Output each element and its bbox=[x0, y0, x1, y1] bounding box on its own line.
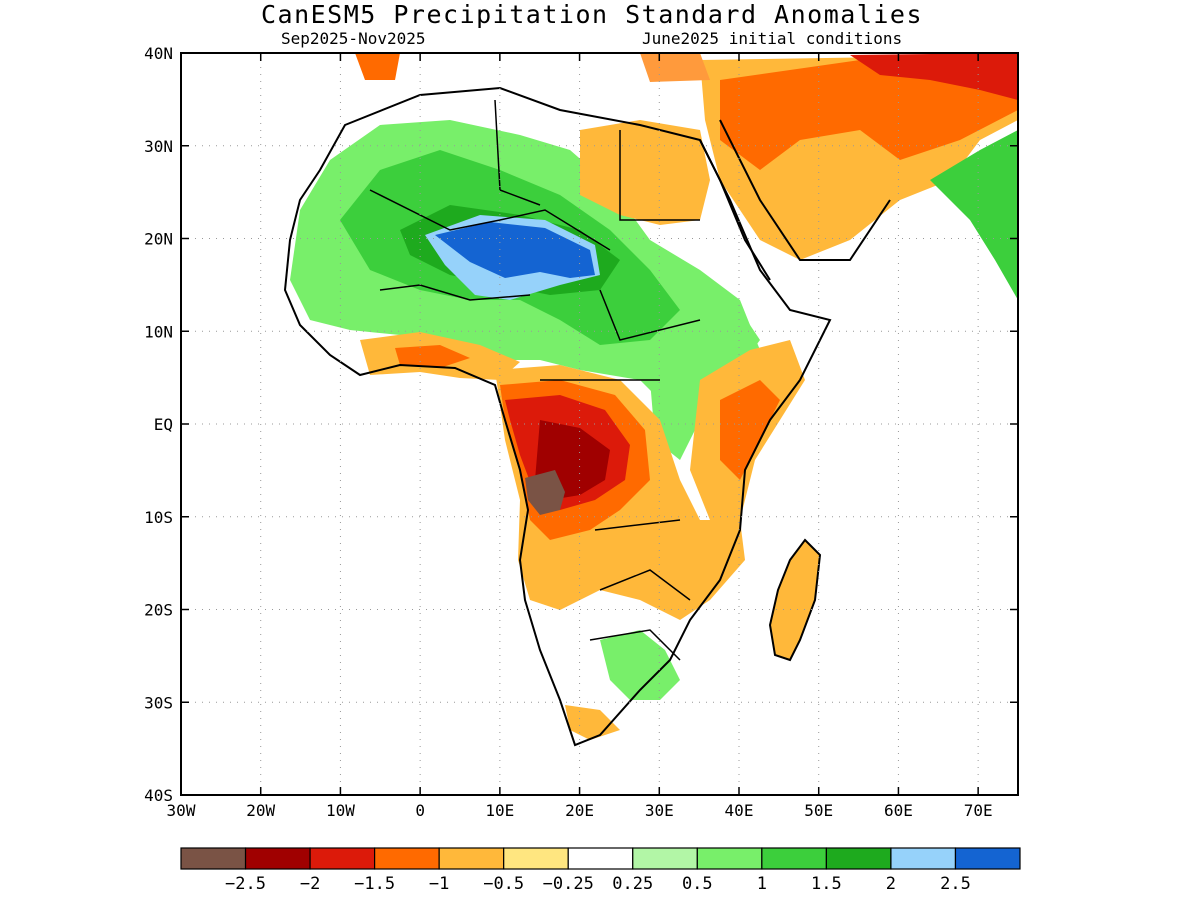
lon-tick-label: 30W bbox=[167, 801, 196, 820]
africa-coastline bbox=[283, 86, 832, 747]
colorbar-swatch bbox=[696, 847, 763, 870]
colorbar-swatch bbox=[374, 847, 440, 870]
colorbar-swatch bbox=[309, 847, 376, 870]
colorbar-label: 2 bbox=[886, 874, 896, 894]
anomaly-brown-angola bbox=[525, 470, 565, 515]
anomaly-orange-mideast-west bbox=[640, 53, 710, 82]
anomaly-orange-cape bbox=[565, 705, 620, 740]
lon-tick-label: 0 bbox=[415, 801, 425, 820]
lon-tick-label: 20E bbox=[565, 801, 594, 820]
madagascar bbox=[768, 538, 822, 662]
lat-tick-label: 10N bbox=[144, 322, 173, 341]
lon-tick-label: 10W bbox=[326, 801, 355, 820]
colorbar-label: −2 bbox=[300, 874, 320, 894]
colorbar-label: −1.5 bbox=[354, 874, 395, 894]
anomaly-blue-dark bbox=[435, 222, 595, 278]
colorbar-swatch bbox=[244, 847, 311, 870]
lat-tick-label: 40S bbox=[144, 786, 173, 805]
axis-ticks: 30W 20W 10W 0 10E 20E 30E 40E 50E 60E 70E 40N 30N 20N… bbox=[144, 44, 1018, 820]
red-sea-coast bbox=[699, 119, 891, 281]
lat-tick-label: EQ bbox=[154, 415, 173, 434]
anomaly-green-south bbox=[600, 630, 680, 700]
lat-tick-label: 40N bbox=[144, 44, 173, 63]
lat-tick-label: 20N bbox=[144, 230, 173, 249]
colorbar-label: 0.5 bbox=[682, 874, 713, 894]
colorbar-swatch bbox=[761, 847, 827, 870]
lon-tick-label: 20W bbox=[246, 801, 275, 820]
anomaly-green-india bbox=[930, 130, 1018, 300]
lon-tick-label: 60E bbox=[884, 801, 913, 820]
colorbar-label: −2.5 bbox=[225, 874, 266, 894]
colorbar-swatch bbox=[438, 847, 505, 870]
lon-tick-label: 30E bbox=[645, 801, 674, 820]
anomaly-yellow-egypt bbox=[580, 120, 710, 225]
colorbar-swatch bbox=[632, 847, 698, 870]
colorbar-label: −0.25 bbox=[543, 874, 594, 894]
colorbar-label: −1 bbox=[429, 874, 449, 894]
init-conditions-label: June2025 initial conditions bbox=[642, 29, 903, 48]
coastlines bbox=[283, 86, 891, 747]
anomaly-field bbox=[285, 53, 1018, 745]
colorbar-label: 0.25 bbox=[612, 874, 653, 894]
anomaly-orange-mediterranean bbox=[355, 53, 400, 80]
lon-tick-label: 10E bbox=[485, 801, 514, 820]
colorbar-swatch bbox=[180, 847, 247, 870]
colorbar-swatch bbox=[890, 847, 957, 870]
colorbar-swatch bbox=[954, 847, 1021, 870]
lat-tick-label: 30S bbox=[144, 693, 173, 712]
anomaly-red-guinea bbox=[395, 345, 470, 368]
colorbar-swatch bbox=[567, 847, 634, 870]
colorbar-label: −0.5 bbox=[483, 874, 524, 894]
anomaly-red-iran bbox=[850, 53, 1018, 100]
map-title: CanESM5 Precipitation Standard Anomalies bbox=[260, 0, 924, 29]
border-lines bbox=[369, 99, 701, 661]
anomaly-red-eastafrica bbox=[720, 380, 780, 480]
lon-tick-label: 50E bbox=[804, 801, 833, 820]
anomaly-orange-middleeast bbox=[720, 55, 1018, 170]
lat-tick-label: 30N bbox=[144, 137, 173, 156]
lat-tick-label: 20S bbox=[144, 601, 173, 620]
lon-tick-label: 70E bbox=[964, 801, 993, 820]
grid-lines bbox=[181, 53, 1018, 795]
colorbar-label: 1 bbox=[757, 874, 767, 894]
lon-tick-label: 40E bbox=[725, 801, 754, 820]
colorbar-swatch bbox=[503, 847, 569, 870]
lat-tick-label: 10S bbox=[144, 508, 173, 527]
colorbar-label: 1.5 bbox=[811, 874, 842, 894]
colorbar-label: 2.5 bbox=[940, 874, 971, 894]
season-label: Sep2025-Nov2025 bbox=[281, 29, 426, 48]
colorbar: −2.5 −2 −1.5 −1 −0.5 −0.25 0.25 0.5 1 1.5 2 2.5 bbox=[180, 847, 1021, 894]
colorbar-swatch bbox=[825, 847, 892, 870]
